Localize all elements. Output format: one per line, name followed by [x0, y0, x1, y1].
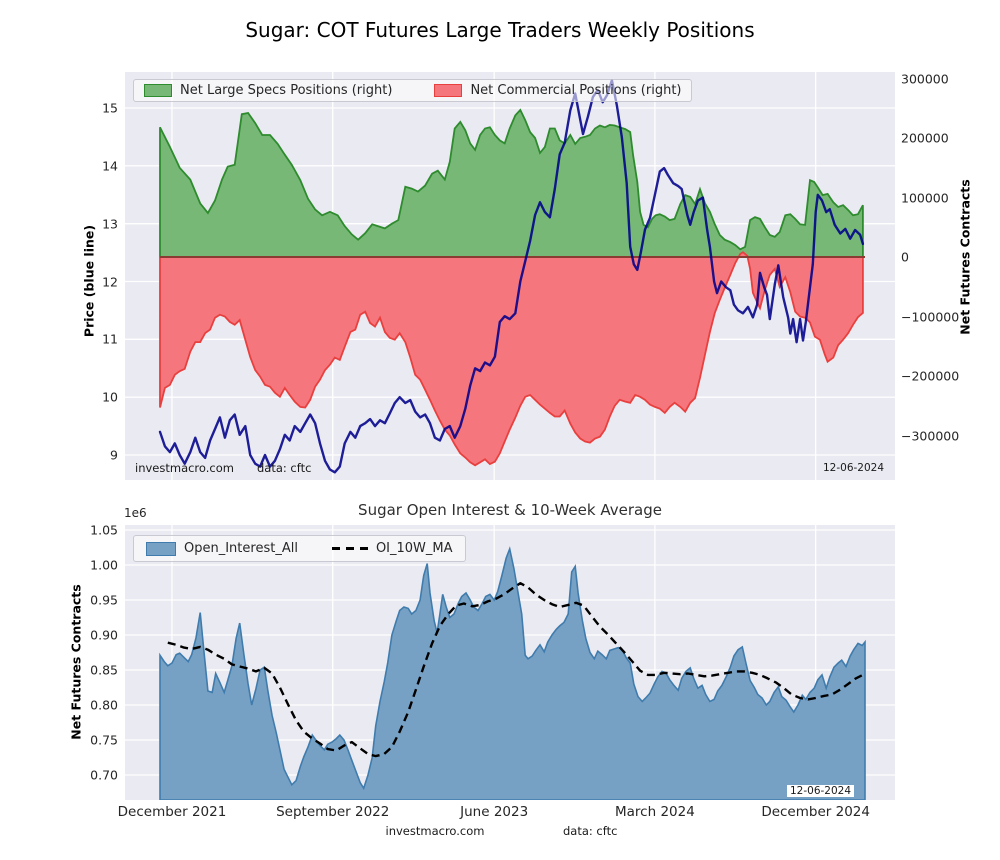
open-interest-swatch-icon: [146, 541, 176, 556]
legend-entry-commercials: Net Commercial Positions (right): [434, 83, 681, 98]
bottom-date-annotation: 12-06-2024: [787, 785, 855, 797]
bottom-legend: Open_Interest_All OI_10W_MA: [133, 535, 466, 562]
contracts-tick-label: −100000: [901, 309, 960, 324]
figure-title: Sugar: COT Futures Large Traders Weekly …: [245, 18, 755, 42]
price-tick-label: 13: [102, 216, 118, 232]
contracts-tick-label: 300000: [901, 71, 949, 86]
oi-tick-label: 0.85: [90, 662, 118, 678]
footer-source: investmacro.com: [385, 824, 485, 838]
top-date-annotation: 12-06-2024: [823, 462, 885, 474]
legend-entry-specs: Net Large Specs Positions (right): [144, 83, 392, 98]
commercials-area: [159, 251, 864, 467]
oi-tick-label: 1.05: [90, 522, 118, 538]
legend-label: Net Large Specs Positions (right): [180, 83, 393, 98]
contracts-tick-label: 0: [901, 249, 909, 265]
commercials-swatch-icon: [434, 84, 463, 97]
price-tick-label: 14: [102, 158, 118, 174]
dashed-line-swatch-icon: [331, 547, 368, 550]
price-tick-label: 12: [102, 274, 118, 289]
legend-entry-open-interest: Open_Interest_All: [146, 541, 298, 556]
top-ylabel-right: Net Futures Contracts: [957, 179, 973, 335]
contracts-tick-label: 200000: [901, 130, 949, 146]
oi-tick-label: 0.90: [90, 627, 118, 643]
x-tick-label: December 2021: [117, 804, 227, 820]
price-line: [158, 78, 865, 474]
footer-data: data: cftc: [563, 824, 618, 838]
x-tick-label: March 2024: [615, 804, 695, 820]
legend-label: OI_10W_MA: [375, 541, 453, 556]
price-tick-label: 15: [102, 100, 118, 116]
contracts-tick-label: 100000: [901, 190, 949, 205]
x-tick-label: September 2022: [276, 804, 390, 820]
top-data-note: data: cftc: [257, 461, 312, 475]
legend-label: Net Commercial Positions (right): [470, 83, 682, 98]
x-tick-label: December 2024: [761, 804, 870, 820]
oi-tick-label: 0.95: [90, 592, 118, 608]
price-tick-label: 10: [102, 389, 118, 405]
open-interest-title: Sugar Open Interest & 10-Week Average: [358, 501, 662, 519]
contracts-tick-label: −300000: [901, 428, 960, 443]
price-tick-label: 9: [110, 447, 118, 463]
top-ylabel-left: Price (blue line): [81, 224, 97, 338]
bottom-ylabel: Net Futures Contracts: [68, 584, 84, 740]
contracts-tick-label: −200000: [901, 368, 960, 384]
legend-label: Open_Interest_All: [184, 541, 298, 556]
legend-entry-ma: OI_10W_MA: [331, 541, 453, 556]
top-source-note: investmacro.com: [135, 461, 234, 475]
top-legend: Net Large Specs Positions (right) Net Co…: [133, 79, 693, 102]
oi-tick-label: 0.75: [90, 732, 118, 748]
axis-offset-label: 1e6: [124, 506, 147, 520]
open-interest-area: [159, 546, 866, 800]
oi-tick-label: 0.80: [90, 697, 118, 713]
specs-swatch-icon: [144, 84, 172, 97]
oi-tick-label: 0.70: [90, 767, 118, 783]
oi-tick-label: 1.00: [90, 557, 118, 573]
x-tick-label: June 2023: [460, 804, 529, 820]
price-tick-label: 11: [102, 331, 118, 347]
